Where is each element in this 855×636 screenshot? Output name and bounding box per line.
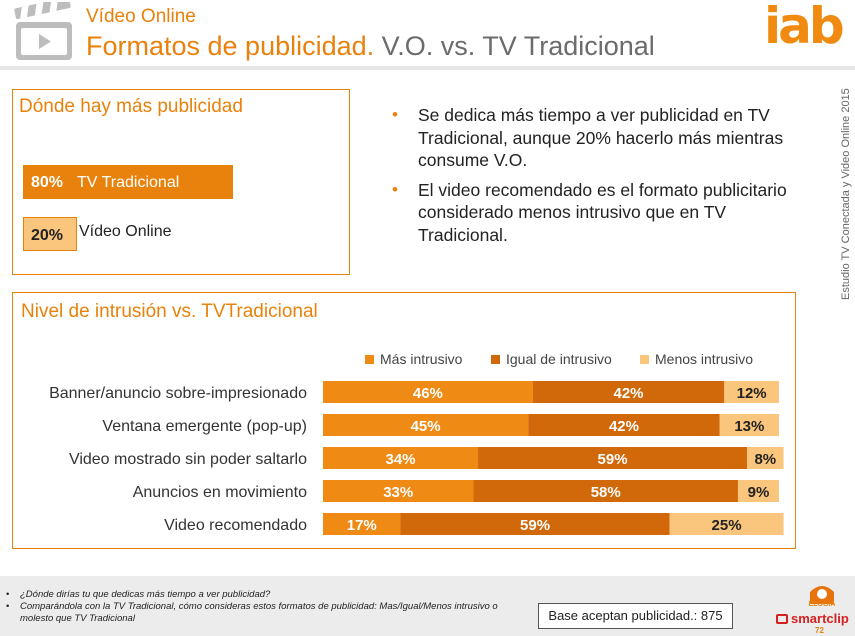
legend-swatch [491,355,500,364]
bar-segment [719,414,779,436]
legend-label: Igual de intrusivo [506,351,612,367]
header: Vídeo Online Formatos de publicidad. V.O… [0,0,855,66]
data-label: 34% [386,451,416,468]
clapperboard-icon [14,2,72,60]
data-label: 13% [734,418,764,435]
bar-segment [323,447,479,469]
smartclip-wordmark: smartclip [791,611,849,626]
bar-segment [724,381,779,403]
bar-segment [323,414,529,436]
elogia-logo-icon [810,586,834,604]
section-kicker: Vídeo Online [86,6,196,27]
data-label: 33% [383,484,413,501]
legend-item-more: Más intrusivo [365,351,462,367]
bar-value: 80% [31,174,64,191]
title-highlight: Formatos de publicidad. [86,31,375,61]
data-label: 58% [591,484,621,501]
bullet-icon: • [392,179,398,199]
data-label: 9% [748,484,770,501]
bar-segment [669,513,784,535]
bar-segment [323,513,401,535]
legend-swatch [365,355,374,364]
legend-swatch [640,355,649,364]
finding-text: El video recomendado es el formato publi… [418,179,787,245]
data-label: 42% [614,385,644,402]
intrusion-stacked-bar-chart: Banner/anuncio sobre-impresionado 46% 42% 1… [49,381,784,535]
data-label: 8% [754,451,776,468]
page-number: 72 [815,626,824,635]
data-label: 42% [609,418,639,435]
legend-item-equal: Igual de intrusivo [491,351,612,367]
footnote: Comparándola con la TV Tradicional, cómo… [6,601,526,625]
where-more-ads-panel: Dónde hay más publicidad 80% TV Tradicio… [12,89,350,275]
data-label: 45% [411,418,441,435]
bar-segment [747,447,784,469]
bar-segment [400,513,670,535]
page-title: Formatos de publicidad. V.O. vs. TV Trad… [86,31,655,62]
play-icon [776,614,788,624]
side-caption: Estudio TV Conectada y Video Online 2015 [840,70,854,300]
category-label: Banner/anuncio sobre-impresionado [49,385,307,402]
panel-title: Nivel de intrusión vs. TVTradicional [21,301,318,322]
smartclip-logo: smartclip [776,611,849,626]
data-label: 59% [520,517,550,534]
data-label: 46% [413,385,443,402]
footnote: ¿Dónde dirías tu que dedicas más tiempo … [6,589,526,601]
side-caption-text: Estudio TV Conectada y Video Online 2015 [840,88,852,300]
key-findings: • Se dedica más tiempo a ver publicidad e… [392,104,812,253]
bar-segment [528,414,720,436]
bullet-icon: • [392,105,398,124]
finding-text: Se dedica más tiempo a ver publicidad en… [418,105,784,170]
sample-base-badge: Base aceptan publicidad.: 875 [538,603,733,629]
intrusion-panel: Nivel de intrusión vs. TVTradicional Más… [12,292,796,549]
bar-segment [473,480,738,502]
data-label: 12% [737,385,767,402]
finding-item: • Se dedica más tiempo a ver publicidad e… [392,104,812,172]
bar-segment [323,381,533,403]
bar-label: TV Tradicional [77,174,180,191]
bar-tv-tradicional: 80% TV Tradicional [23,165,233,199]
legend-label: Más intrusivo [380,351,463,367]
bar-segment [478,447,748,469]
iab-logo: iab [764,0,845,55]
bar-segment [737,480,779,502]
legend-item-less: Menos intrusivo [640,351,753,367]
bar-segment [532,381,725,403]
category-label: Video mostrado sin poder saltarlo [69,451,307,468]
data-label: 25% [712,517,742,534]
legend-label: Menos intrusivo [655,351,754,367]
bar-value: 20% [31,227,64,244]
footnotes: ¿Dónde dirías tu que dedicas más tiempo … [6,589,526,625]
data-label: 59% [598,451,628,468]
bar-label: Vídeo Online [79,223,172,240]
panel-title: Dónde hay más publicidad [19,96,243,117]
title-rest: V.O. vs. TV Tradicional [374,31,655,61]
category-label: Anuncios en movimiento [133,484,307,501]
category-label: Ventana emergente (pop-up) [102,418,307,435]
bar-video-online: 20% [23,217,77,251]
data-label: 17% [347,517,377,534]
elogia-wordmark: ELOGIA [808,601,836,608]
category-label: Video recomendado [164,517,307,534]
bar-segment [323,480,474,502]
finding-item: • El video recomendado es el formato publ… [392,179,812,247]
header-divider [0,66,855,70]
